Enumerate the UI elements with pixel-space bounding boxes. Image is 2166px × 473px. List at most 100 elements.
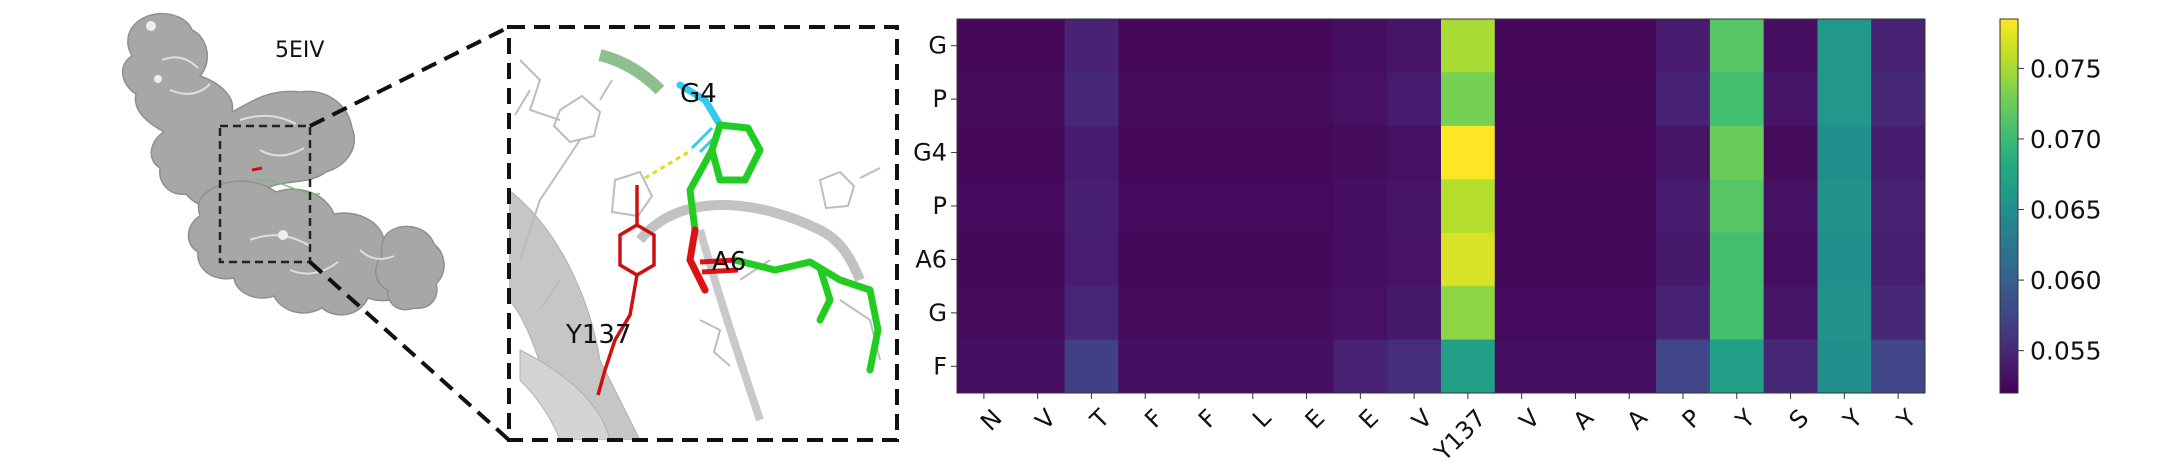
heatmap-cell-r1-c12 xyxy=(1602,72,1657,127)
column-label-2: T xyxy=(1084,404,1115,435)
heatmap-cell-r3-c11 xyxy=(1548,179,1603,234)
heatmap-cell-r1-c16 xyxy=(1817,72,1872,127)
heatmap-cell-r6-c6 xyxy=(1279,339,1334,394)
heatmap-cell-r6-c8 xyxy=(1387,339,1442,394)
heatmap-cell-r0-c2 xyxy=(1064,19,1119,73)
heatmap-cell-r3-c7 xyxy=(1333,179,1388,234)
heatmap-cell-r1-c2 xyxy=(1064,72,1119,127)
column-label-11: A xyxy=(1568,403,1600,435)
heatmap-cell-r3-c9 xyxy=(1441,179,1496,234)
column-label-13: P xyxy=(1677,404,1707,434)
row-label-3: P xyxy=(933,192,947,220)
heatmap-cell-r1-c1 xyxy=(1010,72,1066,127)
heatmap-cell-r2-c8 xyxy=(1387,125,1442,180)
heatmap-cell-r4-c10 xyxy=(1494,232,1550,287)
heatmap-cell-r5-c9 xyxy=(1441,286,1496,341)
heatmap-cell-r3-c3 xyxy=(1118,179,1173,234)
heatmap-cell-r3-c1 xyxy=(1010,179,1066,234)
heatmap-cell-r4-c4 xyxy=(1172,232,1227,287)
heatmap-cell-r5-c10 xyxy=(1494,286,1550,341)
heatmap-cell-r5-c6 xyxy=(1279,286,1334,341)
heatmap-cell-r3-c12 xyxy=(1602,179,1657,234)
heatmap-cell-r2-c2 xyxy=(1064,125,1119,180)
heatmap-cell-r0-c13 xyxy=(1656,19,1711,73)
column-label-4: F xyxy=(1193,404,1223,434)
heatmap-cell-r1-c4 xyxy=(1172,72,1227,127)
heatmap-cell-r5-c0 xyxy=(957,286,1012,341)
heatmap-cell-r6-c13 xyxy=(1656,339,1711,394)
column-label-6: E xyxy=(1300,404,1331,435)
heatmap-cell-r5-c5 xyxy=(1225,286,1281,341)
heatmap-cell-r3-c14 xyxy=(1709,179,1765,234)
heatmap-cell-r4-c17 xyxy=(1871,232,1926,287)
heatmap-cell-r5-c8 xyxy=(1387,286,1442,341)
column-label-14: Y xyxy=(1730,404,1761,435)
row-label-5: G xyxy=(928,299,947,327)
heatmap-cell-r1-c13 xyxy=(1656,72,1711,127)
heatmap-cell-r1-c3 xyxy=(1118,72,1173,127)
heatmap-cell-r4-c14 xyxy=(1709,232,1765,287)
heatmap-cell-r2-c4 xyxy=(1172,125,1227,180)
colorbar-tick-label-2: 0.065 xyxy=(2030,196,2102,225)
heatmap-cell-r4-c1 xyxy=(1010,232,1066,287)
heatmap-cell-r4-c7 xyxy=(1333,232,1388,287)
heatmap-cell-r3-c4 xyxy=(1172,179,1227,234)
heatmap-cell-r4-c3 xyxy=(1118,232,1173,287)
heatmap-cell-r0-c9 xyxy=(1441,19,1496,73)
heatmap-cell-r6-c10 xyxy=(1494,339,1550,394)
zoom-connector-bottom xyxy=(308,260,511,442)
heatmap-cell-r2-c16 xyxy=(1817,125,1872,180)
heatmap-cell-r4-c12 xyxy=(1602,232,1657,287)
heatmap-cell-r1-c0 xyxy=(957,72,1012,127)
heatmap-cell-r2-c5 xyxy=(1225,125,1281,180)
heatmap-cell-r3-c16 xyxy=(1817,179,1872,234)
heatmap-cell-r2-c13 xyxy=(1656,125,1711,180)
column-label-7: E xyxy=(1353,404,1384,435)
heatmap-cell-r1-c9 xyxy=(1441,72,1496,127)
zoom-connector-top xyxy=(309,25,510,128)
heatmap-cell-r2-c15 xyxy=(1763,125,1818,180)
heatmap-cell-r6-c17 xyxy=(1871,339,1926,394)
heatmap-cell-r4-c5 xyxy=(1225,232,1281,287)
heatmap-cell-r6-c14 xyxy=(1709,339,1765,394)
heatmap-cell-r6-c16 xyxy=(1817,339,1872,394)
colorbar-ticks: 0.055 0.060 0.065 0.070 0.075 xyxy=(2018,54,2102,366)
heatmap-cell-r5-c12 xyxy=(1602,286,1657,341)
heatmap-cell-r5-c14 xyxy=(1709,286,1765,341)
row-label-1: P xyxy=(933,85,947,113)
heatmap-cell-r2-c17 xyxy=(1871,125,1926,180)
heatmap-cell-r0-c1 xyxy=(1010,19,1066,73)
heatmap-cell-r2-c3 xyxy=(1118,125,1173,180)
heatmap-cell-r0-c8 xyxy=(1387,19,1442,73)
heatmap-cell-r6-c7 xyxy=(1333,339,1388,394)
colorbar-tick-label-0: 0.055 xyxy=(2030,337,2102,366)
colorbar-tick-label-4: 0.075 xyxy=(2030,54,2102,83)
heatmap-cell-r5-c4 xyxy=(1172,286,1227,341)
heatmap-cell-r5-c2 xyxy=(1064,286,1119,341)
heatmap-cell-r0-c10 xyxy=(1494,19,1550,73)
column-label-8: V xyxy=(1406,403,1438,435)
heatmap-cell-r0-c6 xyxy=(1279,19,1334,73)
heatmap-cell-r6-c4 xyxy=(1172,339,1227,394)
heatmap-cell-r0-c16 xyxy=(1817,19,1872,73)
colorbar-tick-label-3: 0.070 xyxy=(2030,125,2102,154)
column-label-17: Y xyxy=(1891,404,1922,435)
heatmap-cell-r3-c17 xyxy=(1871,179,1926,234)
heatmap-cell-r1-c6 xyxy=(1279,72,1334,127)
heatmap-cell-r4-c9 xyxy=(1441,232,1496,287)
colorbar xyxy=(1999,18,2019,394)
heatmap-cell-r1-c7 xyxy=(1333,72,1388,127)
heatmap-cell-r3-c8 xyxy=(1387,179,1442,234)
heatmap-cell-r4-c15 xyxy=(1763,232,1818,287)
row-label-4: A6 xyxy=(915,245,947,273)
heatmap-cell-r5-c11 xyxy=(1548,286,1603,341)
heatmap-cell-r4-c16 xyxy=(1817,232,1872,287)
heatmap-cell-r0-c17 xyxy=(1871,19,1926,73)
heatmap-cell-r2-c7 xyxy=(1333,125,1388,180)
heatmap-cell-r4-c8 xyxy=(1387,232,1442,287)
row-label-0: G xyxy=(928,32,947,60)
heatmap-cell-r5-c16 xyxy=(1817,286,1872,341)
heatmap-cell-r0-c4 xyxy=(1172,19,1227,73)
